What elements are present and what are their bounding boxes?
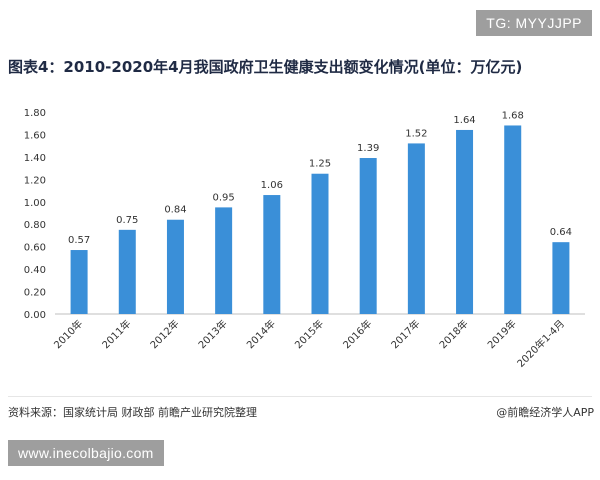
bar [215, 207, 233, 314]
tg-badge: TG: MYYJJPP [476, 10, 592, 36]
y-tick-label: 1.60 [24, 130, 46, 141]
data-label: 0.95 [213, 192, 235, 203]
bar [166, 219, 184, 314]
x-tick-label: 2020年1-4月 [514, 317, 567, 370]
y-tick-label: 0.40 [24, 265, 46, 276]
x-tick-label: 2018年 [436, 317, 470, 351]
y-tick-label: 0.80 [24, 220, 46, 231]
data-label: 0.75 [116, 215, 138, 226]
data-label: 0.64 [550, 227, 572, 238]
data-label: 1.06 [261, 180, 283, 191]
source-note: 资料来源：国家统计局 财政部 前瞻产业研究院整理 [8, 406, 257, 419]
x-tick-label: 2015年 [292, 317, 326, 351]
x-tick-label: 2010年 [51, 317, 85, 351]
y-tick-label: 0.20 [24, 288, 46, 299]
y-tick-label: 0.60 [24, 243, 46, 254]
data-label: 1.68 [502, 110, 524, 121]
chart-title: 图表4：2010-2020年4月我国政府卫生健康支出额变化情况(单位：万亿元) [8, 58, 523, 76]
bar [263, 195, 281, 314]
bar [311, 173, 329, 314]
bar [504, 125, 522, 314]
bar [456, 129, 474, 314]
bar [552, 242, 570, 314]
data-label: 1.52 [405, 128, 427, 139]
bar-chart: 0.00 0.20 0.40 0.60 0.80 1.00 1.20 1.40 1.60 1.80… [24, 108, 585, 370]
y-tick-label: 1.80 [24, 108, 46, 119]
y-tick-label: 1.20 [24, 175, 46, 186]
x-tick-label: 2013年 [195, 317, 229, 351]
y-tick-label: 1.40 [24, 153, 46, 164]
y-tick-label: 0.00 [24, 310, 46, 321]
data-label: 1.25 [309, 159, 331, 170]
x-tick-label: 2019年 [485, 317, 519, 351]
x-tick-label: 2014年 [244, 317, 278, 351]
credit-note: @前瞻经济学人APP [496, 406, 594, 419]
data-label: 1.39 [357, 143, 379, 154]
bar [359, 158, 377, 314]
x-tick-label: 2016年 [340, 317, 374, 351]
data-label: 0.84 [164, 205, 186, 216]
bar [70, 250, 88, 314]
bar [407, 143, 425, 314]
bar [118, 229, 136, 314]
divider [8, 396, 592, 397]
data-label: 1.64 [453, 115, 475, 126]
x-tick-label: 2017年 [388, 317, 422, 351]
data-label: 0.57 [68, 235, 90, 246]
x-tick-label: 2012年 [147, 317, 181, 351]
y-tick-label: 1.00 [24, 198, 46, 209]
x-tick-label: 2011年 [99, 317, 133, 351]
url-badge: www.inecolbajio.com [8, 440, 164, 466]
